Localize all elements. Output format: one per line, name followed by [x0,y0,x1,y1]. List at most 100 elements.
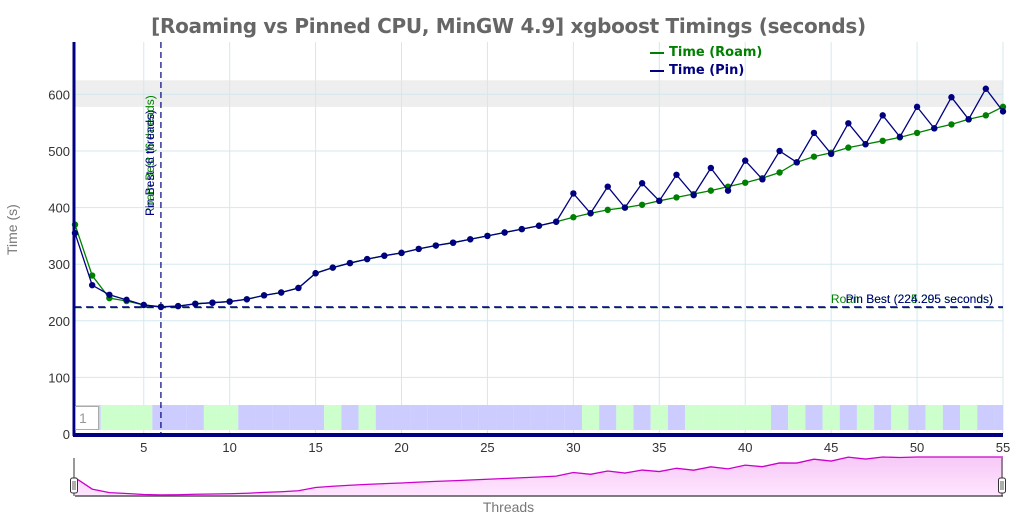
pin-point[interactable] [484,232,491,240]
pin-point[interactable] [329,264,336,271]
pin-point[interactable] [278,289,285,296]
pin-point[interactable] [827,150,835,158]
pin-point[interactable] [845,120,852,127]
pin-point[interactable] [415,245,422,253]
pin-point[interactable] [570,190,577,197]
pin-point[interactable] [226,298,233,305]
pin-point[interactable] [157,303,165,311]
winner-cell [650,405,668,430]
pin-point[interactable] [965,116,972,123]
winner-cell [530,405,548,430]
x-tick-label: 35 [652,440,666,455]
highlight-band-rect [75,80,1003,107]
pin-point[interactable] [638,180,646,187]
pin-point[interactable] [896,133,904,141]
winner-cell [736,405,754,430]
pin-point[interactable] [432,242,440,249]
range-handle-grip[interactable] [70,477,78,494]
legend-label-pin: Time (Pin) [669,63,745,78]
winner-cell [994,405,1003,430]
pin-point[interactable] [518,225,526,233]
pin-point[interactable] [948,94,955,101]
roam-point[interactable] [879,137,886,145]
pin-point[interactable] [192,300,199,308]
roam-point[interactable] [776,169,783,176]
pin-point[interactable] [690,191,697,199]
roam-point[interactable] [604,206,611,214]
range-handle-right[interactable] [998,477,1006,494]
series-roam[interactable] [71,103,1007,310]
pin-point[interactable] [140,301,147,309]
winner-cell [169,405,187,430]
roam-point[interactable] [570,214,577,221]
roam-point[interactable] [913,129,921,137]
winner-cell [203,405,222,430]
pin-point[interactable] [209,299,216,306]
pin-point[interactable] [673,171,680,178]
pin-point[interactable] [88,281,96,289]
pin-point[interactable] [106,291,113,298]
winner-cell [272,405,290,430]
y-tick-label: 600 [48,87,70,102]
roam-point[interactable] [638,201,646,208]
pin-point[interactable] [535,222,543,229]
pin-point[interactable] [793,159,800,166]
pin-point[interactable] [931,125,938,132]
pin-point[interactable] [982,85,990,92]
pin-point[interactable] [707,164,715,172]
range-handle-left[interactable] [70,477,78,494]
pin-point[interactable] [449,239,457,246]
pin-point[interactable] [913,103,921,111]
range-handle-grip[interactable] [998,477,1006,494]
roam-point[interactable] [948,121,955,128]
legend-item-pin[interactable]: Time (Pin) [650,62,762,80]
roam-point[interactable] [810,153,818,160]
pin-point[interactable] [587,210,594,217]
pin-point[interactable] [759,176,766,183]
winner-cell [839,405,857,430]
roam-point[interactable] [707,187,715,194]
roam-point[interactable] [673,194,680,201]
pin-point[interactable] [656,197,663,205]
winner-cell [685,405,703,430]
pin-point[interactable] [346,259,354,267]
pin-point[interactable] [312,270,319,277]
x-tick-label: 30 [566,440,580,455]
range-line [74,456,1003,496]
pin-point[interactable] [776,147,783,155]
pin-point[interactable] [295,284,302,292]
roam-point[interactable] [88,272,96,279]
pin-point[interactable] [879,112,886,119]
pin-line[interactable] [74,87,1004,308]
pin-point[interactable] [604,183,611,190]
pin-point[interactable] [862,141,869,148]
pin-point[interactable] [174,302,182,310]
roam-line[interactable] [74,106,1004,308]
pin-point[interactable] [467,236,474,243]
pin-point[interactable] [381,252,388,259]
rolling-period-input[interactable]: 1 [75,406,99,430]
legend-item-roam[interactable]: Time (Roam) [650,44,762,62]
pin-point[interactable] [724,187,732,194]
roam-point[interactable] [845,144,852,151]
pin-point[interactable] [398,249,405,257]
roam-point[interactable] [982,112,990,119]
pin-point[interactable] [621,204,629,211]
pin-point[interactable] [243,296,251,303]
pin-point[interactable] [260,292,268,299]
x-tick-label: 15 [308,440,322,455]
pin-point[interactable] [742,157,749,164]
pin-point[interactable] [552,218,560,225]
pin-point[interactable] [501,229,508,236]
roam-point[interactable] [742,179,749,186]
pin-point[interactable] [363,255,371,263]
winner-cell [581,405,600,430]
series-pin[interactable] [71,85,1007,311]
pin-point[interactable] [810,129,818,137]
winner-cell [908,405,926,430]
pin-point[interactable] [123,296,130,304]
range-selector[interactable] [70,456,1006,497]
x-tick-label: 50 [910,440,924,455]
pin-point[interactable] [999,108,1007,115]
